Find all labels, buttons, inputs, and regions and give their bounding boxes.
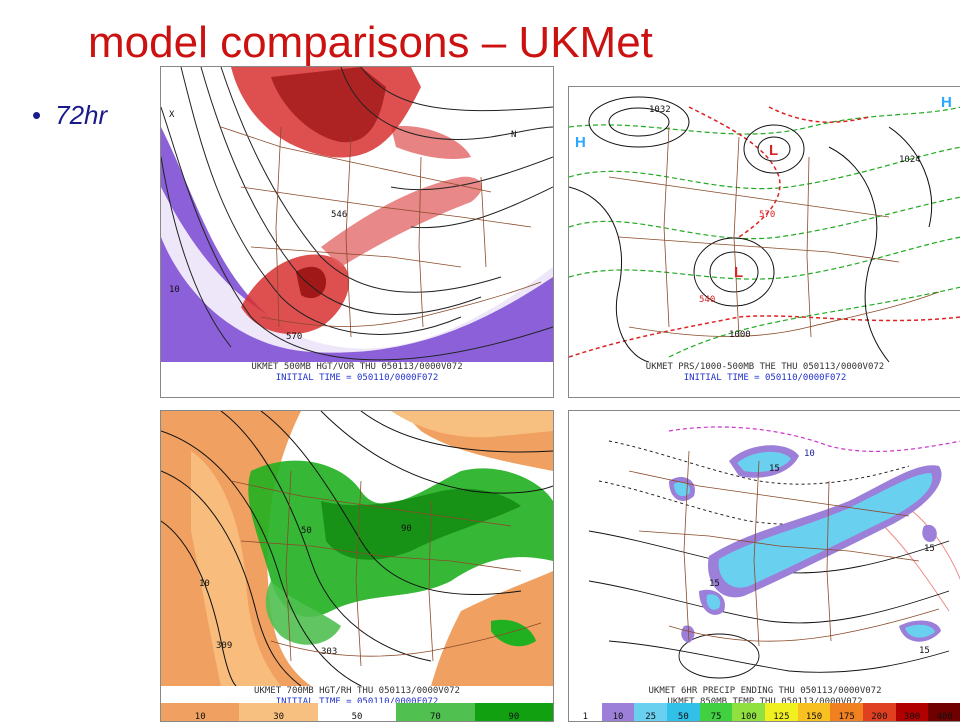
temp-label: 15 [769,464,780,474]
scale-label: 125 [773,712,790,722]
isobar-label: 1000 [729,330,751,340]
scale-swatch: 10 [161,703,240,722]
temp-label: 15 [924,544,935,554]
max-marker: N [511,130,516,140]
scale-label: 200 [871,712,888,722]
scale-swatch: 300 [895,703,929,722]
temp-label: 10 [804,449,815,459]
bullet-dot: • [32,100,42,130]
scale-label: 75 [710,712,722,722]
map-pressure-thickness: H L L 1032 1000 540 570 1024 H [569,87,960,363]
map-700mb-rh: 10 309 303 90 50 [161,411,553,686]
contour-label: 303 [321,647,337,657]
scale-swatch: 50 [667,703,700,721]
panel-prs-thickness: H L L 1032 1000 540 570 1024 H UKMET PRS… [568,86,960,398]
scale-swatch: 125 [765,703,798,721]
scale-label: 400 [936,712,953,722]
scale-swatch: 30 [239,703,318,722]
isobar-label: 1032 [649,105,671,115]
temp-label: 15 [919,646,930,656]
scale-label: 10 [194,712,206,722]
map-500mb-vorticity: 10 546 570 N X [161,67,553,362]
scale-label: 1 [582,712,589,722]
panel-700mb-hgt-rh: 10 309 303 90 50 UKMET 700MB HGT/RH THU … [160,410,554,722]
precip-color-scale: 1 10 25 50 75 100 125 150 175 200 300 400 [569,703,960,721]
scale-swatch: 400 [928,703,960,721]
rh-color-scale: 10 30 50 70 90 [161,703,553,721]
scale-label: 70 [430,712,441,722]
contour-label: 50 [301,526,312,536]
bullet-text: 72hr [55,100,108,130]
scale-swatch: 50 [317,703,397,722]
low-pressure-marker: L [734,264,743,281]
panel-caption: UKMET PRS/1000-500MB THE THU 050113/0000… [645,362,885,372]
panel-init-time: INITIAL TIME = 050110/0000F072 [683,373,847,383]
panel-500mb-hgt-vor: 10 546 570 N X UKMET 500MB HGT/VOR THU 0… [160,66,554,398]
panel-init-time: INITIAL TIME = 050110/0000F072 [275,373,439,383]
min-marker: X [169,110,175,120]
contour-label: 10 [199,579,210,589]
panel-init-time: INITIAL TIME = 050110/0000F072 [275,697,439,707]
contour-label: 570 [286,332,302,342]
scale-label: 50 [351,712,363,722]
scale-label: 30 [273,712,285,722]
scale-swatch: 90 [474,703,553,722]
temp-label: 15 [709,579,720,589]
panel-caption-secondary: UKMET 850MB TEMP THU 050113/0000V072 [667,697,863,707]
scale-label: 300 [903,712,921,722]
contour-label: 90 [401,524,412,534]
scale-swatch: 10 [601,703,635,722]
contour-label: 546 [331,210,347,220]
scale-swatch: 200 [863,703,896,721]
panel-caption: UKMET 6HR PRECIP ENDING THU 050113/0000V… [648,686,882,696]
thickness-label: 570 [759,210,775,220]
scale-swatch: 150 [797,703,831,722]
scale-swatch: 100 [732,703,766,722]
scale-label: 90 [508,712,520,722]
scale-label: 100 [740,712,757,722]
scale-label: 10 [612,712,624,722]
panel-caption: UKMET 500MB HGT/VOR THU 050113/0000V072 [251,362,463,372]
isobar-label: 1024 [899,155,921,165]
scale-label: 25 [645,712,657,722]
bullet-item: • 72hr [32,100,107,131]
scale-swatch: 75 [699,703,733,722]
scale-swatch: 25 [634,703,668,722]
scale-label: 150 [805,712,823,722]
scale-swatch: 70 [396,703,475,722]
high-pressure-marker: H [941,94,952,111]
scale-label: 50 [677,712,689,722]
panel-caption: UKMET 700MB HGT/RH THU 050113/0000V072 [254,686,460,696]
slide-title: model comparisons – UKMet [88,18,653,67]
high-pressure-marker: H [575,134,586,151]
panel-6hr-precip: 10 15 15 15 15 UKMET 6HR PRECIP ENDING T… [568,410,960,722]
scale-swatch: 1 [569,703,602,721]
thickness-label: 540 [699,295,715,305]
map-6hr-precip: 10 15 15 15 15 [569,411,960,686]
scale-swatch: 175 [830,703,864,722]
low-pressure-marker: L [769,142,778,159]
contour-label: 10 [169,285,180,295]
contour-label: 309 [216,641,232,651]
scale-label: 175 [838,712,855,722]
